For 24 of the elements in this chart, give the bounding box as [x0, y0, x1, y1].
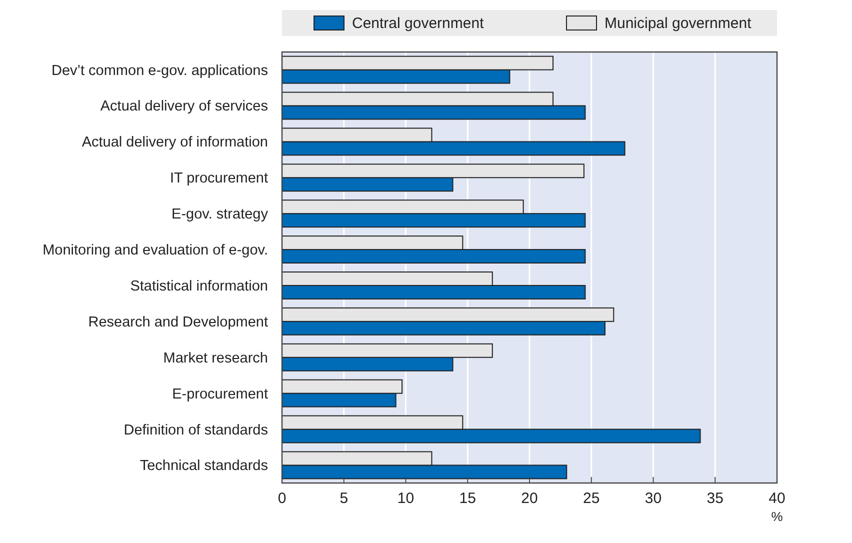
y-tick-label: IT procurement [170, 170, 268, 187]
x-axis-title: % [771, 509, 784, 524]
x-tick-label: 0 [278, 490, 286, 507]
y-tick-label: E-gov. strategy [172, 206, 269, 223]
y-tick-label: Actual delivery of services [100, 98, 268, 115]
x-tick-label: 35 [706, 490, 724, 507]
legend-label: Municipal government [604, 15, 752, 32]
y-tick-label: Research and Development [88, 314, 268, 330]
y-tick-label: Dev’t common e-gov. applications [51, 62, 268, 79]
y-tick-label: Actual delivery of information [82, 134, 268, 151]
y-tick-label: E-procurement [172, 386, 268, 402]
y-tick-label: Technical standards [140, 458, 268, 474]
x-tick-label: 15 [459, 490, 476, 507]
x-tick-label: 20 [521, 490, 538, 507]
x-tick-label: 40 [768, 490, 786, 507]
y-tick-label: Monitoring and evaluation of e-gov. [42, 242, 268, 259]
x-tick-label: 30 [644, 490, 662, 507]
x-tick-label: 10 [397, 490, 414, 507]
y-tick-label: Definition of standards [124, 422, 268, 438]
y-tick-label: Statistical information [130, 278, 268, 294]
y-tick-label: Market research [163, 350, 268, 366]
x-tick-label: 25 [583, 490, 600, 507]
legend-label: Central government [352, 15, 485, 32]
x-tick-label: 5 [340, 490, 348, 507]
